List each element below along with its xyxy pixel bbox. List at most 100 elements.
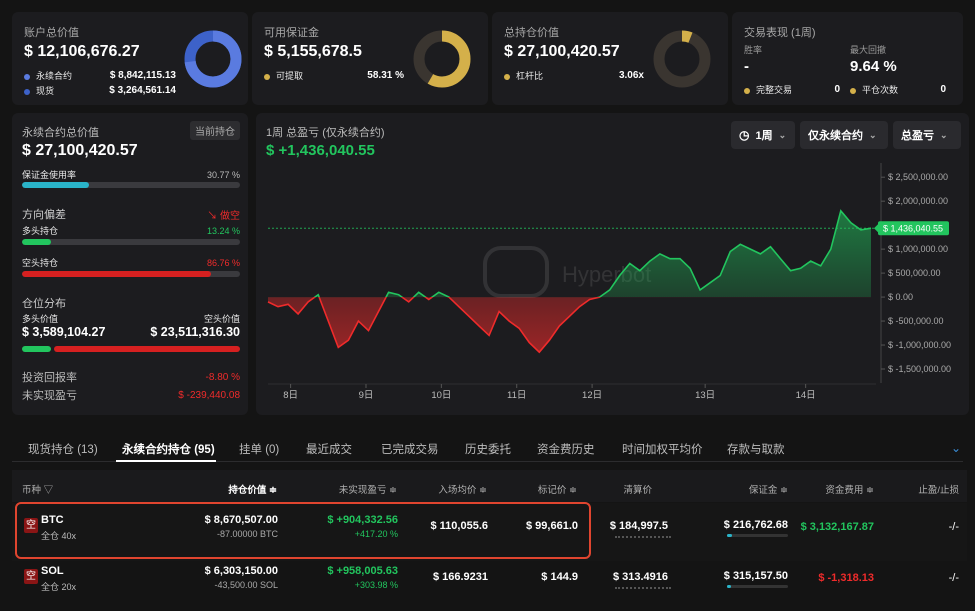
position-value-cell: $ 8,670,507.00 -87.00000 BTC: [204, 514, 278, 539]
perp-summary-panel: 永续合约总价值 当前持仓 $ 27,100,420.57 保证金使用率 30.7…: [12, 113, 248, 415]
tab-7[interactable]: 时间加权平均价: [622, 444, 703, 456]
y-tick-label: $ -1,500,000.00: [888, 364, 951, 374]
position-label: 总持仓价值: [504, 27, 559, 39]
coin-cell[interactable]: BTC 全仓 40x: [41, 514, 76, 542]
col-coin[interactable]: 币种 ▽: [22, 485, 54, 496]
available-margin-card: 可用保证金 $ 5,155,678.5 可提取 58.31 %: [252, 12, 488, 105]
spot-value: $ 3,264,561.14: [109, 85, 176, 96]
chart-title: 1周 总盈亏 (仅永续合约): [266, 127, 385, 139]
withdrawable-label: 可提取: [276, 71, 304, 81]
bias-value: 做空: [220, 210, 240, 222]
upnl-cell: $ +958,005.63 +303.98 %: [327, 565, 398, 590]
dist-label: 仓位分布: [22, 298, 66, 310]
period-select[interactable]: ◷ 1周 ⌄: [731, 121, 795, 149]
tpsl-cell[interactable]: -/-: [948, 521, 959, 533]
filter-icon[interactable]: ▽: [43, 485, 54, 496]
account-value-card: 账户总价值 $ 12,106,676.27 永续合约 $ 8,842,115.1…: [12, 12, 248, 105]
leverage-label: 杠杆比: [516, 71, 544, 81]
highlight-box: [15, 502, 591, 559]
perp-total-label: 永续合约总价值: [22, 127, 99, 139]
position-value-cell: $ 6,303,150.00 -43,500.00 SOL: [204, 565, 278, 590]
dist-short-value: $ 23,511,316.30: [150, 325, 240, 339]
flat-dot: [850, 87, 856, 94]
tab-4[interactable]: 已完成交易: [381, 444, 439, 456]
y-tick-label: $ 2,000,000.00: [888, 196, 948, 206]
closed-dot: [744, 87, 750, 94]
account-value-label: 账户总价值: [24, 27, 79, 39]
col-mark[interactable]: 标记价 ≑: [537, 485, 577, 496]
tab-1[interactable]: 永续合约持仓 (95): [122, 444, 215, 456]
tab-0[interactable]: 现货持仓 (13): [28, 444, 98, 456]
leverage-value: 3.06x: [618, 70, 644, 81]
tabs-divider: [12, 461, 963, 462]
win-rate-value: -: [744, 58, 749, 75]
dist-long-value: $ 3,589,104.27: [22, 325, 106, 339]
sort-icon: ≑: [389, 485, 397, 496]
table-row-btc[interactable]: [12, 503, 967, 561]
short-value: 86.76 %: [206, 257, 240, 268]
col-upnl[interactable]: 未实现盈亏 ≑: [338, 485, 397, 496]
expand-chevron-icon[interactable]: ⌄: [951, 441, 962, 455]
funding-cell: $ 3,132,167.87: [800, 521, 874, 533]
clock-icon: ◷: [739, 128, 750, 142]
usage-bar: [22, 182, 240, 188]
tpsl-cell[interactable]: -/-: [948, 572, 959, 584]
period-select-value: 1周: [755, 130, 773, 142]
account-donut: [184, 30, 242, 88]
trend-down-icon: ↘: [207, 210, 218, 222]
usage-value: 30.77 %: [206, 169, 240, 180]
long-value: 13.24 %: [206, 225, 240, 236]
margin-progress: [727, 534, 788, 537]
margin-donut: [413, 30, 471, 88]
y-tick-label: $ -500,000.00: [888, 316, 944, 326]
upl-value: $ -239,440.08: [178, 389, 240, 401]
coin-name: SOL: [41, 565, 64, 577]
short-row: 空头持仓 86.76 %: [22, 256, 240, 269]
perp-total-value: $ 27,100,420.57: [22, 142, 138, 159]
col-liq[interactable]: 清算价: [623, 485, 652, 496]
dist-bar: [22, 346, 240, 352]
col-position-value[interactable]: 持仓价值 ≑: [228, 485, 277, 496]
margin-mode: 全仓 20x: [41, 582, 77, 592]
bias-label: 方向偏差: [22, 209, 66, 221]
withdrawable-row: 可提取 58.31 %: [264, 69, 404, 82]
flat-value: 0: [940, 84, 946, 95]
pnl-area-positive: [314, 210, 871, 298]
type-select[interactable]: 仅永续合约 ⌄: [800, 121, 888, 149]
short-label: 空头持仓: [22, 258, 59, 268]
perp-value: $ 8,842,115.13: [109, 70, 176, 81]
entry-price-cell: $ 166.9231: [432, 571, 488, 583]
win-rate-label: 胜率: [744, 45, 763, 55]
chart-pnl-value: $ +1,436,040.55: [266, 142, 375, 159]
position-value-card: 总持仓价值 $ 27,100,420.57 杠杆比 3.06x: [492, 12, 728, 105]
sort-icon: ≑: [569, 485, 577, 496]
table-row-sol[interactable]: [12, 561, 967, 611]
tab-3[interactable]: 最近成交: [306, 444, 352, 456]
current-pnl-tag-label: $ 1,436,040.55: [883, 224, 943, 234]
x-tick-label: 11日: [507, 390, 526, 401]
tab-8[interactable]: 存款与取款: [727, 444, 785, 456]
col-funding[interactable]: 资金费用 ≑: [825, 485, 874, 496]
usage-label: 保证金使用率: [22, 170, 77, 180]
mark-price-cell: $ 99,661.0: [526, 520, 578, 532]
liq-progress: [615, 536, 671, 538]
coin-cell[interactable]: SOL 全仓 20x: [41, 565, 76, 593]
short-badge: 空: [24, 518, 38, 533]
account-value: $ 12,106,676.27: [24, 43, 140, 60]
y-tick-label: $ 0.00: [888, 292, 913, 302]
drawdown-value: 9.64 %: [850, 58, 897, 75]
col-entry[interactable]: 入场均价 ≑: [438, 485, 487, 496]
current-position-badge[interactable]: 当前持仓: [190, 121, 240, 140]
tab-6[interactable]: 资金费历史: [537, 444, 595, 456]
tab-5[interactable]: 历史委托: [465, 444, 511, 456]
metric-select-value: 总盈亏: [901, 130, 934, 142]
performance-card: 交易表现 (1周) 胜率 - 最大回撤 9.64 % 完整交易 0 平仓次数 0: [732, 12, 963, 105]
x-tick-label: 10日: [431, 390, 451, 401]
tab-2[interactable]: 挂单 (0): [239, 444, 280, 456]
table-header: [12, 470, 967, 502]
drawdown-label: 最大回撤: [850, 45, 887, 55]
metric-select[interactable]: 总盈亏 ⌄: [893, 121, 961, 149]
margin-mode: 全仓 40x: [41, 531, 77, 541]
margin-cell: $ 315,157.50: [723, 570, 788, 582]
col-margin[interactable]: 保证金 ≑: [748, 485, 788, 496]
